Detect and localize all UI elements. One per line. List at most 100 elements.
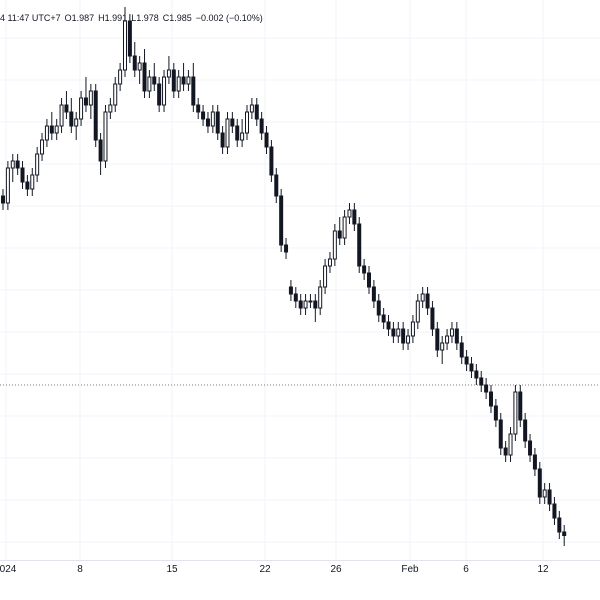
candle-body <box>254 104 259 120</box>
time-axis[interactable]: 024 8 15 22 26 Feb 6 12 <box>0 561 600 600</box>
candle-body <box>64 104 69 113</box>
candle-body <box>532 454 537 470</box>
candle <box>284 238 289 259</box>
candle <box>445 329 450 350</box>
x-tick-label: 8 <box>77 564 83 575</box>
candle <box>367 266 371 294</box>
candle <box>440 336 445 364</box>
candle <box>391 322 396 343</box>
legend-low: L1.978 <box>131 13 159 23</box>
candle <box>220 126 225 154</box>
candle-body <box>191 76 196 106</box>
candle-body <box>474 370 479 379</box>
candle <box>205 112 210 133</box>
candle-body <box>210 111 215 127</box>
x-tick-label: 024 <box>0 564 17 575</box>
candle <box>454 322 459 350</box>
candle <box>93 84 98 147</box>
candle-body <box>30 174 35 190</box>
candle-body <box>323 265 328 288</box>
candle-body <box>493 405 498 421</box>
candle <box>542 483 547 504</box>
candle-body <box>15 160 20 169</box>
candle-body <box>332 230 337 260</box>
candle <box>196 98 201 119</box>
candle-body <box>264 132 269 148</box>
candle-body <box>44 125 49 141</box>
candle-body <box>303 300 308 309</box>
candle-body <box>1 195 5 204</box>
candle <box>347 203 352 224</box>
x-tick-label: 15 <box>166 564 178 575</box>
candle <box>459 336 464 364</box>
x-tick-label: 12 <box>537 564 549 575</box>
candle-body <box>215 111 220 134</box>
candle <box>230 112 235 133</box>
candlestick-chart[interactable] <box>0 0 600 560</box>
candle <box>5 161 10 210</box>
legend-change: −0.002 (−0.10%) <box>195 13 263 23</box>
candle <box>15 154 20 175</box>
candle-body <box>381 314 386 323</box>
candle <box>279 189 284 252</box>
candle <box>147 70 152 98</box>
candle-body <box>410 321 415 337</box>
candle-body <box>406 335 411 344</box>
candle-body <box>40 139 45 155</box>
candle-body <box>274 174 279 197</box>
candle <box>503 441 508 462</box>
candle <box>410 315 415 343</box>
candle <box>166 56 171 84</box>
candle <box>240 119 245 147</box>
legend-close: C1.985 <box>162 13 192 23</box>
candle-body <box>386 321 391 330</box>
candle-body <box>98 139 103 162</box>
candle-body <box>537 468 542 498</box>
candle <box>352 203 357 231</box>
candle-body <box>318 286 323 309</box>
candle <box>474 364 479 385</box>
candle <box>435 322 440 357</box>
candle-body <box>10 160 15 169</box>
candle-body <box>347 209 352 218</box>
candle-body <box>376 300 381 316</box>
candle <box>142 49 147 98</box>
candle <box>484 378 489 399</box>
candle <box>449 322 454 343</box>
candle <box>108 98 113 119</box>
legend-open: O1.987 <box>64 13 95 23</box>
chart-area[interactable]: 4 11:47 UTC+7 O1.987 H1.991 L1.978 C1.98… <box>0 0 600 560</box>
candle <box>537 462 542 504</box>
candle-body <box>93 90 98 141</box>
candle-body <box>396 328 401 337</box>
candle <box>362 259 367 280</box>
candle-body <box>20 167 25 183</box>
candle-body <box>528 440 533 456</box>
ohlc-legend: 4 11:47 UTC+7 O1.987 H1.991 L1.978 C1.98… <box>0 10 267 26</box>
candle <box>562 525 567 546</box>
candle-body <box>454 328 459 344</box>
candle <box>293 287 298 308</box>
candle <box>10 154 15 182</box>
candle-body <box>288 286 293 295</box>
candle-body <box>445 335 450 344</box>
candle-body <box>542 489 547 498</box>
candle-body <box>162 76 167 106</box>
candle-body <box>327 258 332 267</box>
candle <box>83 77 88 112</box>
candle <box>171 63 176 98</box>
candle <box>313 294 318 322</box>
legend-high: H1.991 <box>98 13 128 23</box>
candle <box>337 217 342 245</box>
candle <box>176 70 181 98</box>
candle-body <box>230 118 235 127</box>
candle-body <box>132 55 137 71</box>
candle-body <box>489 391 493 407</box>
candle-body <box>269 146 274 176</box>
candle <box>308 294 313 308</box>
candle <box>430 301 435 336</box>
candle-body <box>362 265 367 274</box>
candle <box>49 112 54 140</box>
candle-body <box>35 153 40 176</box>
candle-body <box>69 111 74 127</box>
